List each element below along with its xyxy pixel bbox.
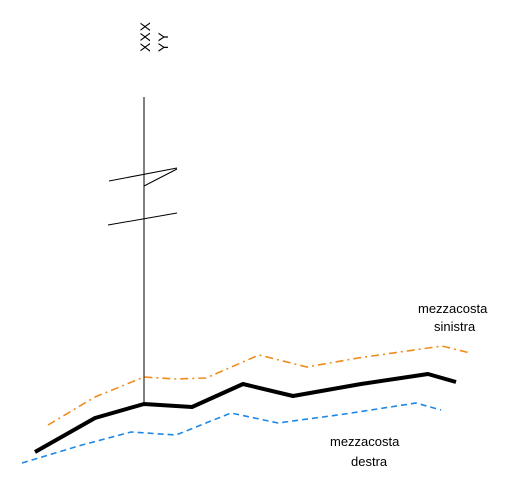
left-slope-label-line2: sinistra	[434, 319, 476, 334]
crossarm-lower	[107, 212, 178, 226]
ridge-centerline	[34, 372, 457, 454]
right-slope-line	[21, 402, 442, 464]
pole-id-line2: YY	[155, 31, 171, 52]
left-slope-label: mezzacosta sinistra	[418, 301, 488, 334]
crossarm-short	[143, 168, 178, 187]
right-slope-label-line2: destra	[351, 454, 388, 469]
left-slope-line	[47, 345, 471, 426]
right-slope-label-line1: mezzacosta	[330, 434, 400, 449]
crossarm-upper	[108, 167, 178, 182]
pole-id-label: XXX YY	[137, 21, 171, 52]
right-slope-label: mezzacosta destra	[330, 434, 400, 469]
left-slope-label-line1: mezzacosta	[418, 301, 488, 316]
pole-id-line1: XXX	[137, 21, 153, 52]
